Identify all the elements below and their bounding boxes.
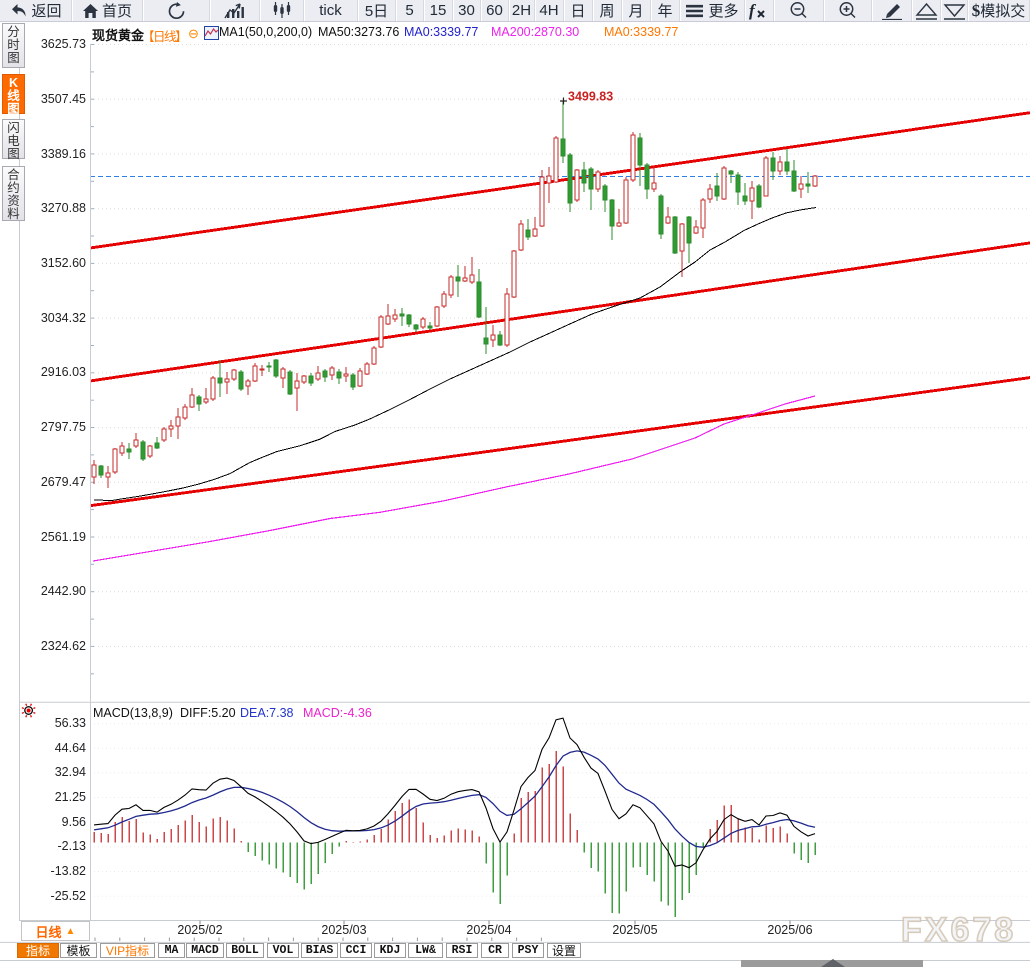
svg-text:3499.83: 3499.83 bbox=[568, 90, 613, 104]
svg-text:f: f bbox=[749, 2, 757, 20]
